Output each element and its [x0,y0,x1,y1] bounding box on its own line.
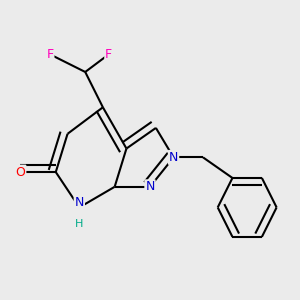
Text: N: N [145,180,155,193]
Text: F: F [105,48,112,61]
Text: O: O [16,166,26,178]
Text: N: N [75,196,84,209]
Text: N: N [169,151,178,164]
Text: H: H [75,219,83,229]
Text: F: F [46,48,53,61]
